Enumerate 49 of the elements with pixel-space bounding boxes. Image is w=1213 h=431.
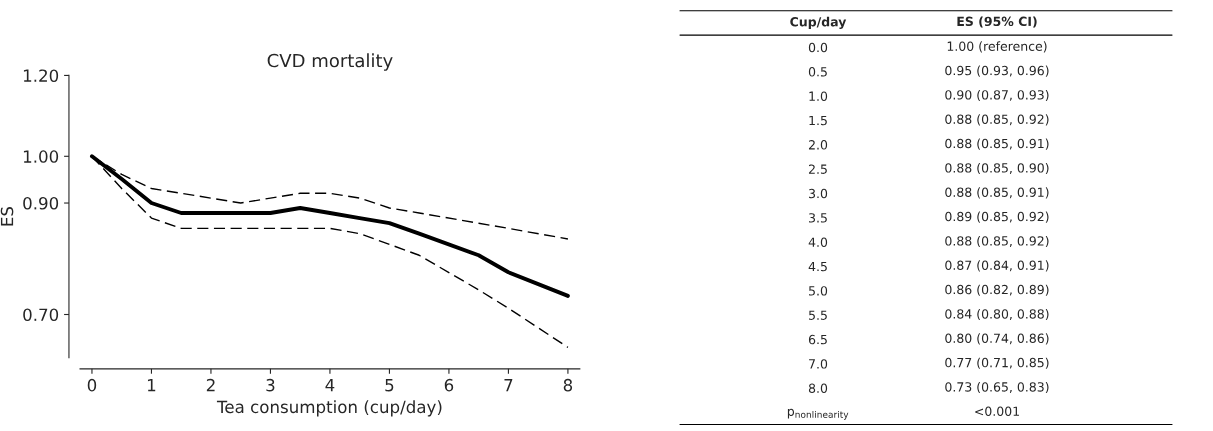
x-tick-label: 7	[504, 379, 513, 392]
y-tick-label: 4.0	[808, 237, 828, 247]
text: 0.88 (0.85, 0.91)	[945, 187, 1049, 199]
x-tick-label: 1	[147, 379, 156, 392]
x-tick-label: 6	[444, 378, 454, 392]
y-tick-label: 3.0	[809, 188, 828, 199]
text: 0.87 (0.84, 0.91)	[945, 260, 1049, 272]
y-tick-label: 0.5	[808, 67, 827, 77]
x-tick-label: 4	[325, 379, 335, 392]
y-axis-title: Cup/day	[790, 16, 847, 30]
x-tick-label: 2	[206, 378, 215, 392]
y-tick-label: 1.20	[23, 69, 59, 82]
x-tick-label: 3	[266, 378, 275, 392]
x-tick-label: 8	[563, 378, 573, 392]
chart-title: CVD mortality	[267, 53, 393, 71]
text: 0.88 (0.85, 0.92)	[945, 114, 1049, 126]
text: 0.73 (0.65, 0.83)	[945, 381, 1049, 394]
text: <0.001	[975, 406, 1019, 416]
y-tick-label: 8.0	[808, 383, 828, 393]
text: 0.88 (0.85, 0.90)	[945, 162, 1049, 175]
y-tick-label: 2.0	[808, 140, 828, 150]
y-tick-label: 7.0	[809, 359, 828, 369]
y-tick-label: 1.00	[23, 150, 59, 163]
text: 0.77 (0.71, 0.85)	[945, 357, 1049, 369]
x-axis-title: Tea consumption (cup/day)	[216, 400, 442, 417]
text: 0.84 (0.80, 0.88)	[945, 308, 1049, 321]
y-tick-label: 1.5	[809, 115, 827, 126]
y-tick-label: 1.0	[809, 91, 828, 101]
text: 0.95 (0.93, 0.96)	[945, 65, 1049, 77]
x-tick-label: ES (95% CI)	[957, 16, 1037, 28]
text: 0.88 (0.85, 0.92)	[945, 235, 1049, 248]
y-tick-label: 6.5	[808, 334, 827, 345]
y-tick-label: 0.70	[23, 308, 59, 322]
text: 0.88 (0.85, 0.91)	[945, 138, 1049, 150]
text: 0.90 (0.87, 0.93)	[945, 89, 1049, 102]
y-axis-title: ES	[0, 206, 14, 226]
y-tick-label: 0.90	[23, 196, 59, 210]
x-tick-label: 0	[87, 378, 97, 392]
text: 1.00 (reference)	[947, 41, 1047, 53]
y-tick-label: 3.5	[809, 213, 827, 223]
y-tick-label: 2.5	[808, 164, 827, 174]
text: 0.80 (0.74, 0.86)	[945, 333, 1049, 345]
text: 0.86 (0.82, 0.89)	[945, 284, 1049, 296]
text: 0.89 (0.85, 0.92)	[945, 211, 1049, 223]
y-tick-label: 0.0	[808, 42, 828, 53]
y-tick-label: 5.0	[809, 286, 828, 296]
x-tick-label: 5	[385, 379, 394, 392]
y-tick-label: 5.5	[809, 310, 827, 320]
y-tick-label: 4.5	[808, 261, 827, 272]
